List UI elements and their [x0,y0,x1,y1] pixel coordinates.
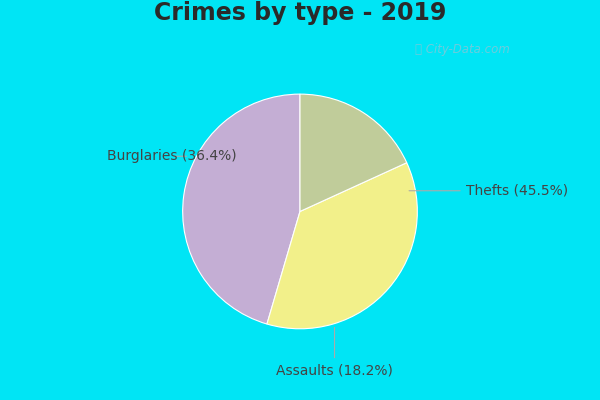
Text: Crimes by type - 2019: Crimes by type - 2019 [154,1,446,25]
Wedge shape [182,94,300,324]
Text: Burglaries (36.4%): Burglaries (36.4%) [107,149,236,163]
Text: Assaults (18.2%): Assaults (18.2%) [276,328,393,377]
Wedge shape [300,94,407,212]
Text: ⓘ City-Data.com: ⓘ City-Data.com [415,42,509,56]
Text: Thefts (45.5%): Thefts (45.5%) [409,184,568,198]
Wedge shape [267,163,418,329]
